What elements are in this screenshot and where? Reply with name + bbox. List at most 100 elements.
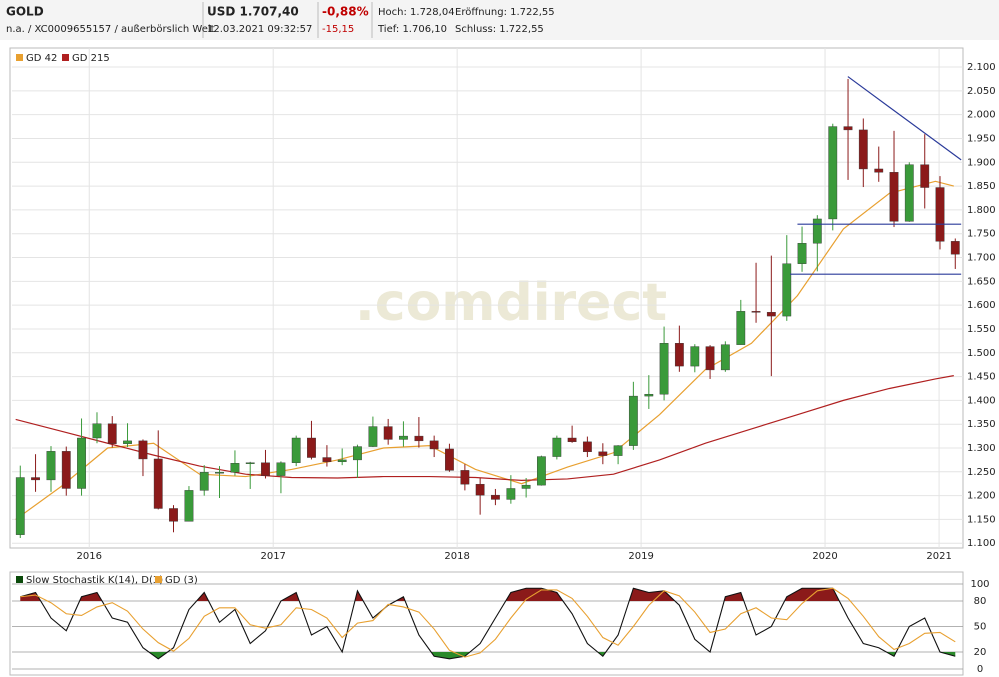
y-tick-label: 1.250 (967, 467, 996, 478)
high: Hoch: 1.728,04 (378, 7, 455, 18)
x-tick-label: 2016 (77, 551, 102, 562)
candle-body (552, 437, 562, 457)
y-tick-label: 1.200 (967, 491, 996, 502)
x-tick-label: 2018 (444, 551, 469, 562)
y-tick-label: 1.750 (967, 229, 996, 240)
candle-body (475, 483, 485, 496)
candle-body (429, 440, 439, 450)
candle-body (766, 312, 776, 317)
y-tick-label: 1.950 (967, 133, 996, 144)
candle-body (705, 346, 715, 371)
candle-body (674, 343, 684, 367)
instrument-id: n.a. / XC0009655157 / außerbörslich Welt (6, 24, 215, 35)
y-tick-label: 80 (974, 596, 987, 607)
candle-body (383, 426, 393, 440)
candle-body (307, 437, 316, 458)
y-tick-label: 1.150 (967, 514, 996, 525)
y-tick-label: 1.350 (967, 419, 996, 430)
candle-body (536, 456, 546, 486)
price: USD 1.707,40 (207, 5, 299, 19)
candle-body (31, 477, 40, 481)
y-tick-label: 2.050 (967, 86, 996, 97)
y-tick-label: 1.850 (967, 181, 996, 192)
y-tick-label: 1.700 (967, 253, 996, 264)
candle-body (199, 472, 209, 491)
y-tick-label: 1.600 (967, 300, 996, 311)
legend-label: GD 215 (72, 53, 110, 64)
candle-body (230, 463, 240, 473)
y-tick-label: 1.100 (967, 538, 996, 549)
candle-body (812, 218, 822, 244)
y-tick-label: 1.800 (967, 205, 996, 216)
legend-swatch (155, 576, 162, 583)
candle-body (782, 263, 792, 317)
candle-body (107, 423, 117, 444)
x-tick-label: 2019 (628, 551, 653, 562)
y-tick-label: 1.300 (967, 443, 996, 454)
candle-body (261, 462, 270, 476)
legend-swatch (16, 576, 23, 583)
y-tick-label: 50 (974, 622, 987, 633)
candle-body (15, 477, 25, 535)
candle-body (521, 484, 531, 489)
candle-body (337, 459, 347, 463)
candle-body (628, 395, 638, 446)
legend-swatch (16, 54, 23, 61)
price-frame (9, 47, 964, 549)
legend-label: Slow Stochastik K(14), D(3) (26, 575, 163, 586)
candle-body (659, 343, 669, 395)
candle-body (138, 440, 148, 460)
y-tick-label: 0 (977, 664, 983, 675)
header-bar (0, 0, 999, 40)
ma-line (15, 375, 954, 481)
candle-body (858, 129, 868, 170)
candle-body (506, 488, 516, 500)
change-pct: -0,88% (322, 5, 369, 19)
low: Tief: 1.706,10 (377, 24, 447, 35)
candle-body (291, 437, 301, 463)
y-tick-label: 1.500 (967, 348, 996, 359)
candle-body (368, 426, 378, 447)
candle-body (904, 164, 914, 222)
candle-body (598, 451, 608, 456)
y-tick-label: 1.400 (967, 395, 996, 406)
x-tick-label: 2017 (260, 551, 285, 562)
y-tick-label: 1.900 (967, 157, 996, 168)
candle-body (445, 448, 454, 471)
candle-body (123, 440, 132, 444)
candle-body (46, 451, 56, 481)
candle-body (61, 451, 71, 489)
y-tick-label: 2.000 (967, 110, 996, 121)
stoch-frame (9, 571, 964, 676)
x-tick-label: 2020 (812, 551, 837, 562)
candle-body (736, 311, 746, 345)
candle-body (399, 435, 408, 440)
instrument-name: GOLD (6, 5, 44, 19)
candle-body (644, 393, 654, 397)
candle-body (184, 490, 194, 522)
y-tick-label: 1.650 (967, 276, 996, 287)
candle-body (828, 126, 838, 220)
candle-body (797, 243, 807, 264)
stoch-line (20, 587, 956, 660)
candle-body (169, 508, 178, 522)
candle-body (322, 457, 332, 463)
candle-body (245, 462, 255, 464)
open: Eröffnung: 1.722,55 (455, 7, 555, 18)
candle-body (153, 458, 163, 509)
candle-body (276, 462, 286, 476)
candle-body (353, 446, 362, 461)
candle-body (874, 168, 884, 173)
candle-body (215, 472, 224, 474)
stoch-line (20, 587, 956, 658)
candle-body (77, 437, 86, 489)
legend-label: GD (3) (165, 575, 198, 586)
trend-line (847, 76, 962, 161)
candle-body (567, 437, 577, 443)
candle-body (690, 346, 700, 367)
candle-body (720, 344, 730, 371)
y-tick-label: 2.100 (967, 62, 996, 73)
y-tick-label: 1.550 (967, 324, 996, 335)
y-tick-label: 1.450 (967, 372, 996, 383)
